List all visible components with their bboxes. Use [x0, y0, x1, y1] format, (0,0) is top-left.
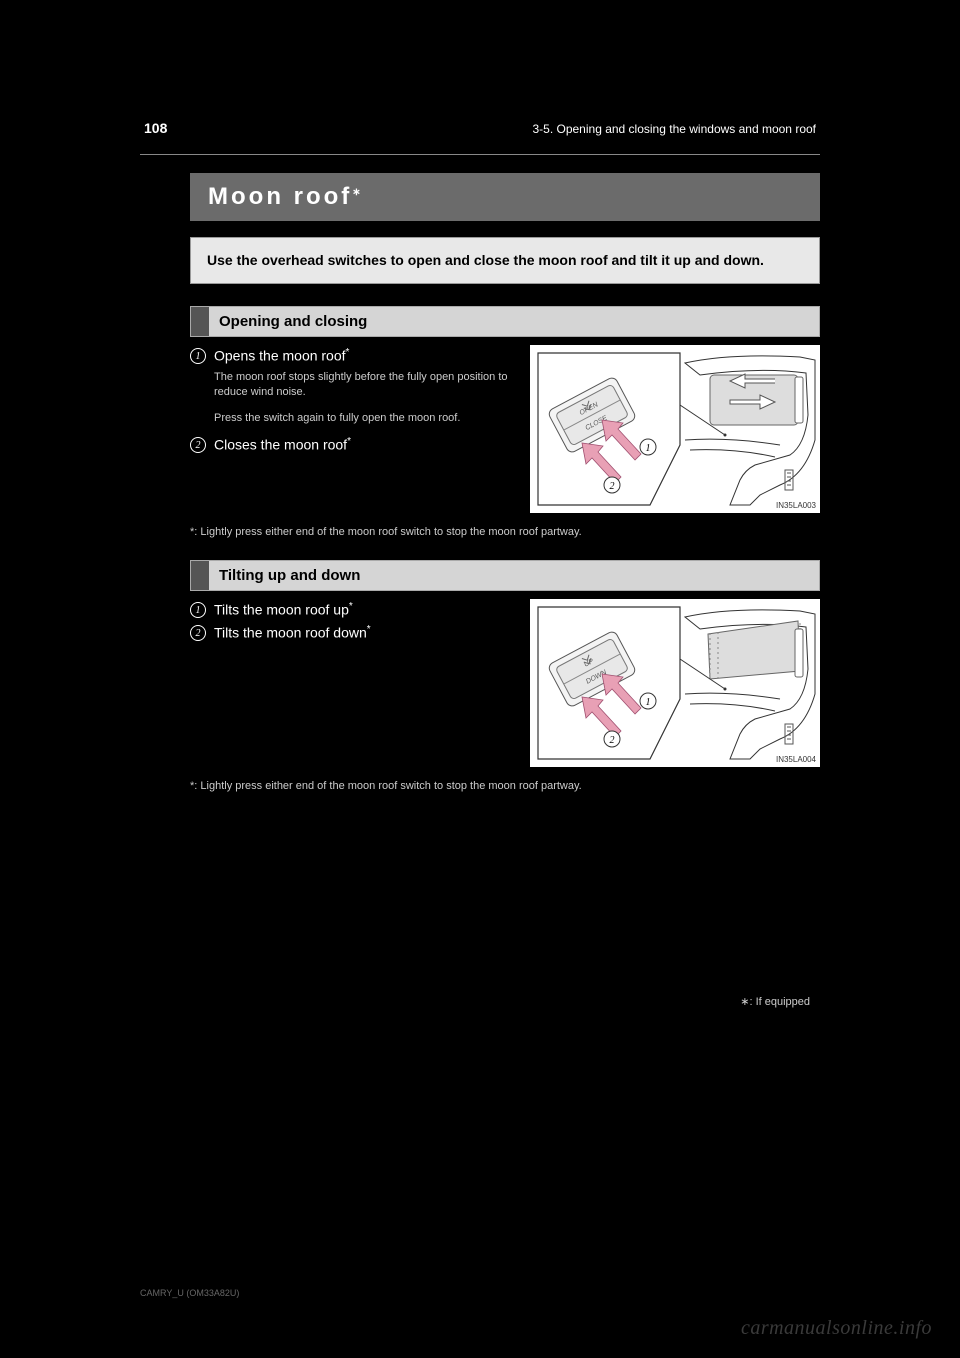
illustration-tilt: UP DOWN 1 2	[530, 599, 820, 767]
subheading-tab	[191, 307, 209, 336]
summary-box: Use the overhead switches to open and cl…	[190, 237, 820, 284]
footnote: *: Lightly press either end of the moon …	[190, 525, 820, 540]
diagram-svg: UP DOWN 1 2	[530, 599, 820, 767]
circled-number-icon: 2	[190, 437, 206, 453]
heading-text: Moon roof	[208, 183, 352, 210]
item-label: Opens the moon roof*	[214, 347, 349, 364]
subheading-opening-closing: Opening and closing	[190, 306, 820, 337]
page-header: 108 3-5. Opening and closing the windows…	[140, 120, 820, 136]
diagram-svg: OPEN CLOSE 1 2	[530, 345, 820, 513]
subheading-tab	[191, 561, 209, 590]
list-item: 1 Opens the moon roof*	[190, 347, 518, 364]
callout-1: 1	[646, 697, 651, 708]
header-divider	[140, 154, 820, 155]
callout-2: 2	[610, 481, 615, 492]
section-reference: 3-5. Opening and closing the windows and…	[532, 122, 816, 136]
item-label: Closes the moon roof*	[214, 436, 351, 453]
page-number: 108	[144, 120, 167, 136]
star-icon: *	[349, 601, 353, 612]
footnote: *: Lightly press either end of the moon …	[190, 779, 820, 794]
subheading-tilting: Tilting up and down	[190, 560, 820, 591]
callout-2: 2	[610, 735, 615, 746]
subheading-label: Opening and closing	[209, 307, 819, 336]
star-icon: *	[346, 347, 350, 358]
list-item: 2 Tilts the moon roof down*	[190, 624, 518, 641]
asterisk-icon: ∗	[352, 187, 363, 198]
manual-page: 108 3-5. Opening and closing the windows…	[140, 120, 820, 1008]
circled-number-icon: 1	[190, 348, 206, 364]
illustration-open-close: OPEN CLOSE 1 2	[530, 345, 820, 513]
item-extra-note: Press the switch again to fully open the…	[214, 411, 518, 426]
item-label: Tilts the moon roof down*	[214, 624, 371, 641]
content-row-open-close: 1 Opens the moon roof* The moon roof sto…	[190, 345, 820, 513]
star-icon: *	[347, 436, 351, 447]
item-note: The moon roof stops slightly before the …	[214, 370, 518, 401]
list-item: 2 Closes the moon roof*	[190, 436, 518, 453]
circled-number-icon: 1	[190, 602, 206, 618]
option-note: ∗: If equipped	[190, 995, 820, 1008]
text-column: 1 Tilts the moon roof up* 2 Tilts the mo…	[190, 599, 518, 767]
circled-number-icon: 2	[190, 625, 206, 641]
illustration-code: IN35LA003	[776, 501, 816, 510]
content-row-tilt: 1 Tilts the moon roof up* 2 Tilts the mo…	[190, 599, 820, 767]
main-heading: Moon roof∗	[190, 173, 820, 221]
subheading-label: Tilting up and down	[209, 561, 819, 590]
list-item: 1 Tilts the moon roof up*	[190, 601, 518, 618]
callout-1: 1	[646, 443, 651, 454]
item-label: Tilts the moon roof up*	[214, 601, 353, 618]
watermark: carmanualsonline.info	[741, 1317, 932, 1340]
bookmark-text: CAMRY_U (OM33A82U)	[140, 1288, 239, 1298]
illustration-code: IN35LA004	[776, 755, 816, 764]
star-icon: *	[367, 624, 371, 635]
text-column: 1 Opens the moon roof* The moon roof sto…	[190, 345, 518, 513]
